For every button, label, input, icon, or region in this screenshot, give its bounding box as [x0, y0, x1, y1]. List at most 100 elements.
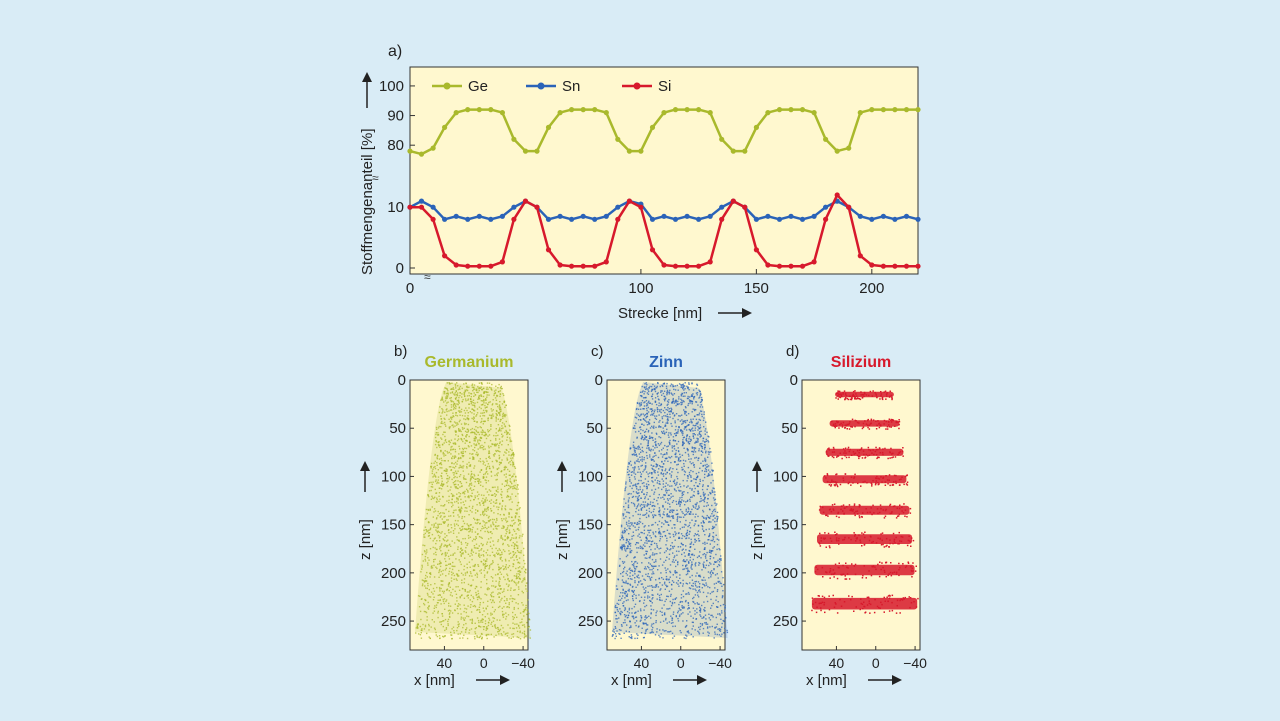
data-point-si [765, 262, 771, 268]
data-point-si [592, 263, 598, 269]
data-point-ge [799, 107, 806, 113]
data-point-si [869, 262, 875, 268]
data-point-sn [719, 204, 725, 210]
data-point-ge [488, 107, 494, 113]
data-point-si [696, 263, 702, 269]
data-point-ge [499, 110, 505, 116]
z-tick-label: 150 [773, 517, 798, 534]
atom-dots [415, 382, 532, 640]
data-point-ge [892, 107, 898, 113]
panel-a-x-label: Strecke [nm] [618, 305, 702, 322]
data-point-sn [672, 216, 679, 222]
data-point-si [811, 259, 817, 265]
data-point-ge [765, 110, 771, 116]
data-point-sn [430, 204, 436, 210]
y-tick-label: 80 [387, 137, 404, 154]
data-point-si [603, 259, 609, 265]
z-axis-label: z [nm] [749, 519, 766, 560]
x-axis-label: x [nm] [806, 672, 847, 689]
panel-b: b) Germanium 0 50 100 150 200 250 40 0 −40 z [nm] x … [357, 343, 535, 689]
data-point-ge [476, 107, 482, 113]
panel-a-plot-area [409, 66, 919, 275]
panel-label: c) [591, 343, 604, 360]
z-tick-label: 150 [578, 517, 603, 534]
y-tick-label: 90 [387, 108, 404, 125]
data-point-ge [442, 124, 448, 130]
data-point-sn [545, 216, 552, 222]
x-tick-label: 40 [829, 655, 845, 671]
data-point-sn [707, 213, 713, 219]
z-tick-label: 200 [381, 565, 406, 582]
panel-a-legend: Ge Sn Si [432, 78, 671, 95]
data-point-si [488, 263, 494, 269]
data-point-ge [418, 151, 425, 157]
data-point-ge [753, 124, 760, 130]
x-arrow-head [697, 675, 707, 685]
legend-marker-ge [443, 82, 451, 90]
z-tick-label: 200 [773, 565, 798, 582]
data-point-ge [811, 110, 817, 116]
x-tick-label: 40 [634, 655, 650, 671]
z-axis-label: z [nm] [357, 519, 374, 560]
data-point-sn [499, 213, 505, 219]
panel-title: Germanium [425, 354, 514, 371]
x-tick-label: 200 [859, 280, 884, 297]
data-point-si [511, 216, 517, 222]
atom-dots [811, 390, 919, 614]
data-point-si [776, 263, 783, 269]
y-tick-label: 10 [387, 199, 404, 216]
data-point-ge [823, 136, 829, 142]
x-tick-label: 150 [744, 280, 769, 297]
data-point-sn [857, 213, 863, 219]
z-tick-label: 200 [578, 565, 603, 582]
data-point-sn [649, 216, 656, 222]
data-point-ge [557, 110, 563, 116]
data-point-ge [580, 107, 586, 113]
z-axis-label: z [nm] [554, 519, 571, 560]
z-arrow-head [557, 461, 567, 471]
data-point-sn [465, 216, 471, 222]
data-point-si [707, 259, 713, 265]
data-point-si [465, 263, 471, 269]
data-point-ge [707, 110, 713, 116]
data-point-ge [407, 148, 413, 154]
z-tick-label: 0 [790, 372, 798, 389]
data-point-ge [649, 124, 656, 130]
x-tick-label: 100 [628, 280, 653, 297]
x-axis-label: x [nm] [414, 672, 455, 689]
panel-title: Zinn [649, 354, 683, 371]
data-point-ge [603, 110, 609, 116]
data-point-si [615, 216, 621, 222]
panel-a-x-ticks: 0 100 150 200 [406, 269, 884, 297]
data-point-si [672, 263, 679, 269]
data-point-sn [453, 213, 459, 219]
x-tick-label: 40 [437, 655, 453, 671]
data-point-si [846, 204, 852, 210]
data-point-si [522, 198, 529, 204]
data-point-sn [603, 213, 609, 219]
z-tick-label: 100 [773, 468, 798, 485]
data-point-sn [580, 213, 586, 219]
z-tick-label: 0 [398, 372, 406, 389]
data-point-si [661, 262, 667, 268]
panel-a: a) 80 90 100 0 10 0 100 150 200 Ge Sn Si ≈ ≈ Stof… [359, 43, 921, 322]
data-point-ge [846, 145, 852, 151]
data-point-si [742, 204, 748, 210]
data-point-si [649, 247, 656, 253]
data-point-ge [730, 148, 736, 154]
data-point-sn [903, 213, 910, 219]
data-point-ge [661, 110, 667, 116]
y-axis-break-mark: ≈ [372, 171, 379, 185]
x-tick-label: 0 [677, 655, 685, 671]
data-point-si [834, 192, 840, 198]
x-arrow-head [742, 308, 752, 318]
data-point-si [580, 263, 586, 269]
panel-label: b) [394, 343, 407, 360]
data-point-sn [684, 213, 690, 219]
data-point-sn [915, 216, 921, 222]
plot-area [606, 379, 726, 651]
z-tick-label: 0 [595, 372, 603, 389]
z-arrow-head [752, 461, 762, 471]
data-point-sn [880, 213, 887, 219]
data-point-sn [765, 213, 771, 219]
